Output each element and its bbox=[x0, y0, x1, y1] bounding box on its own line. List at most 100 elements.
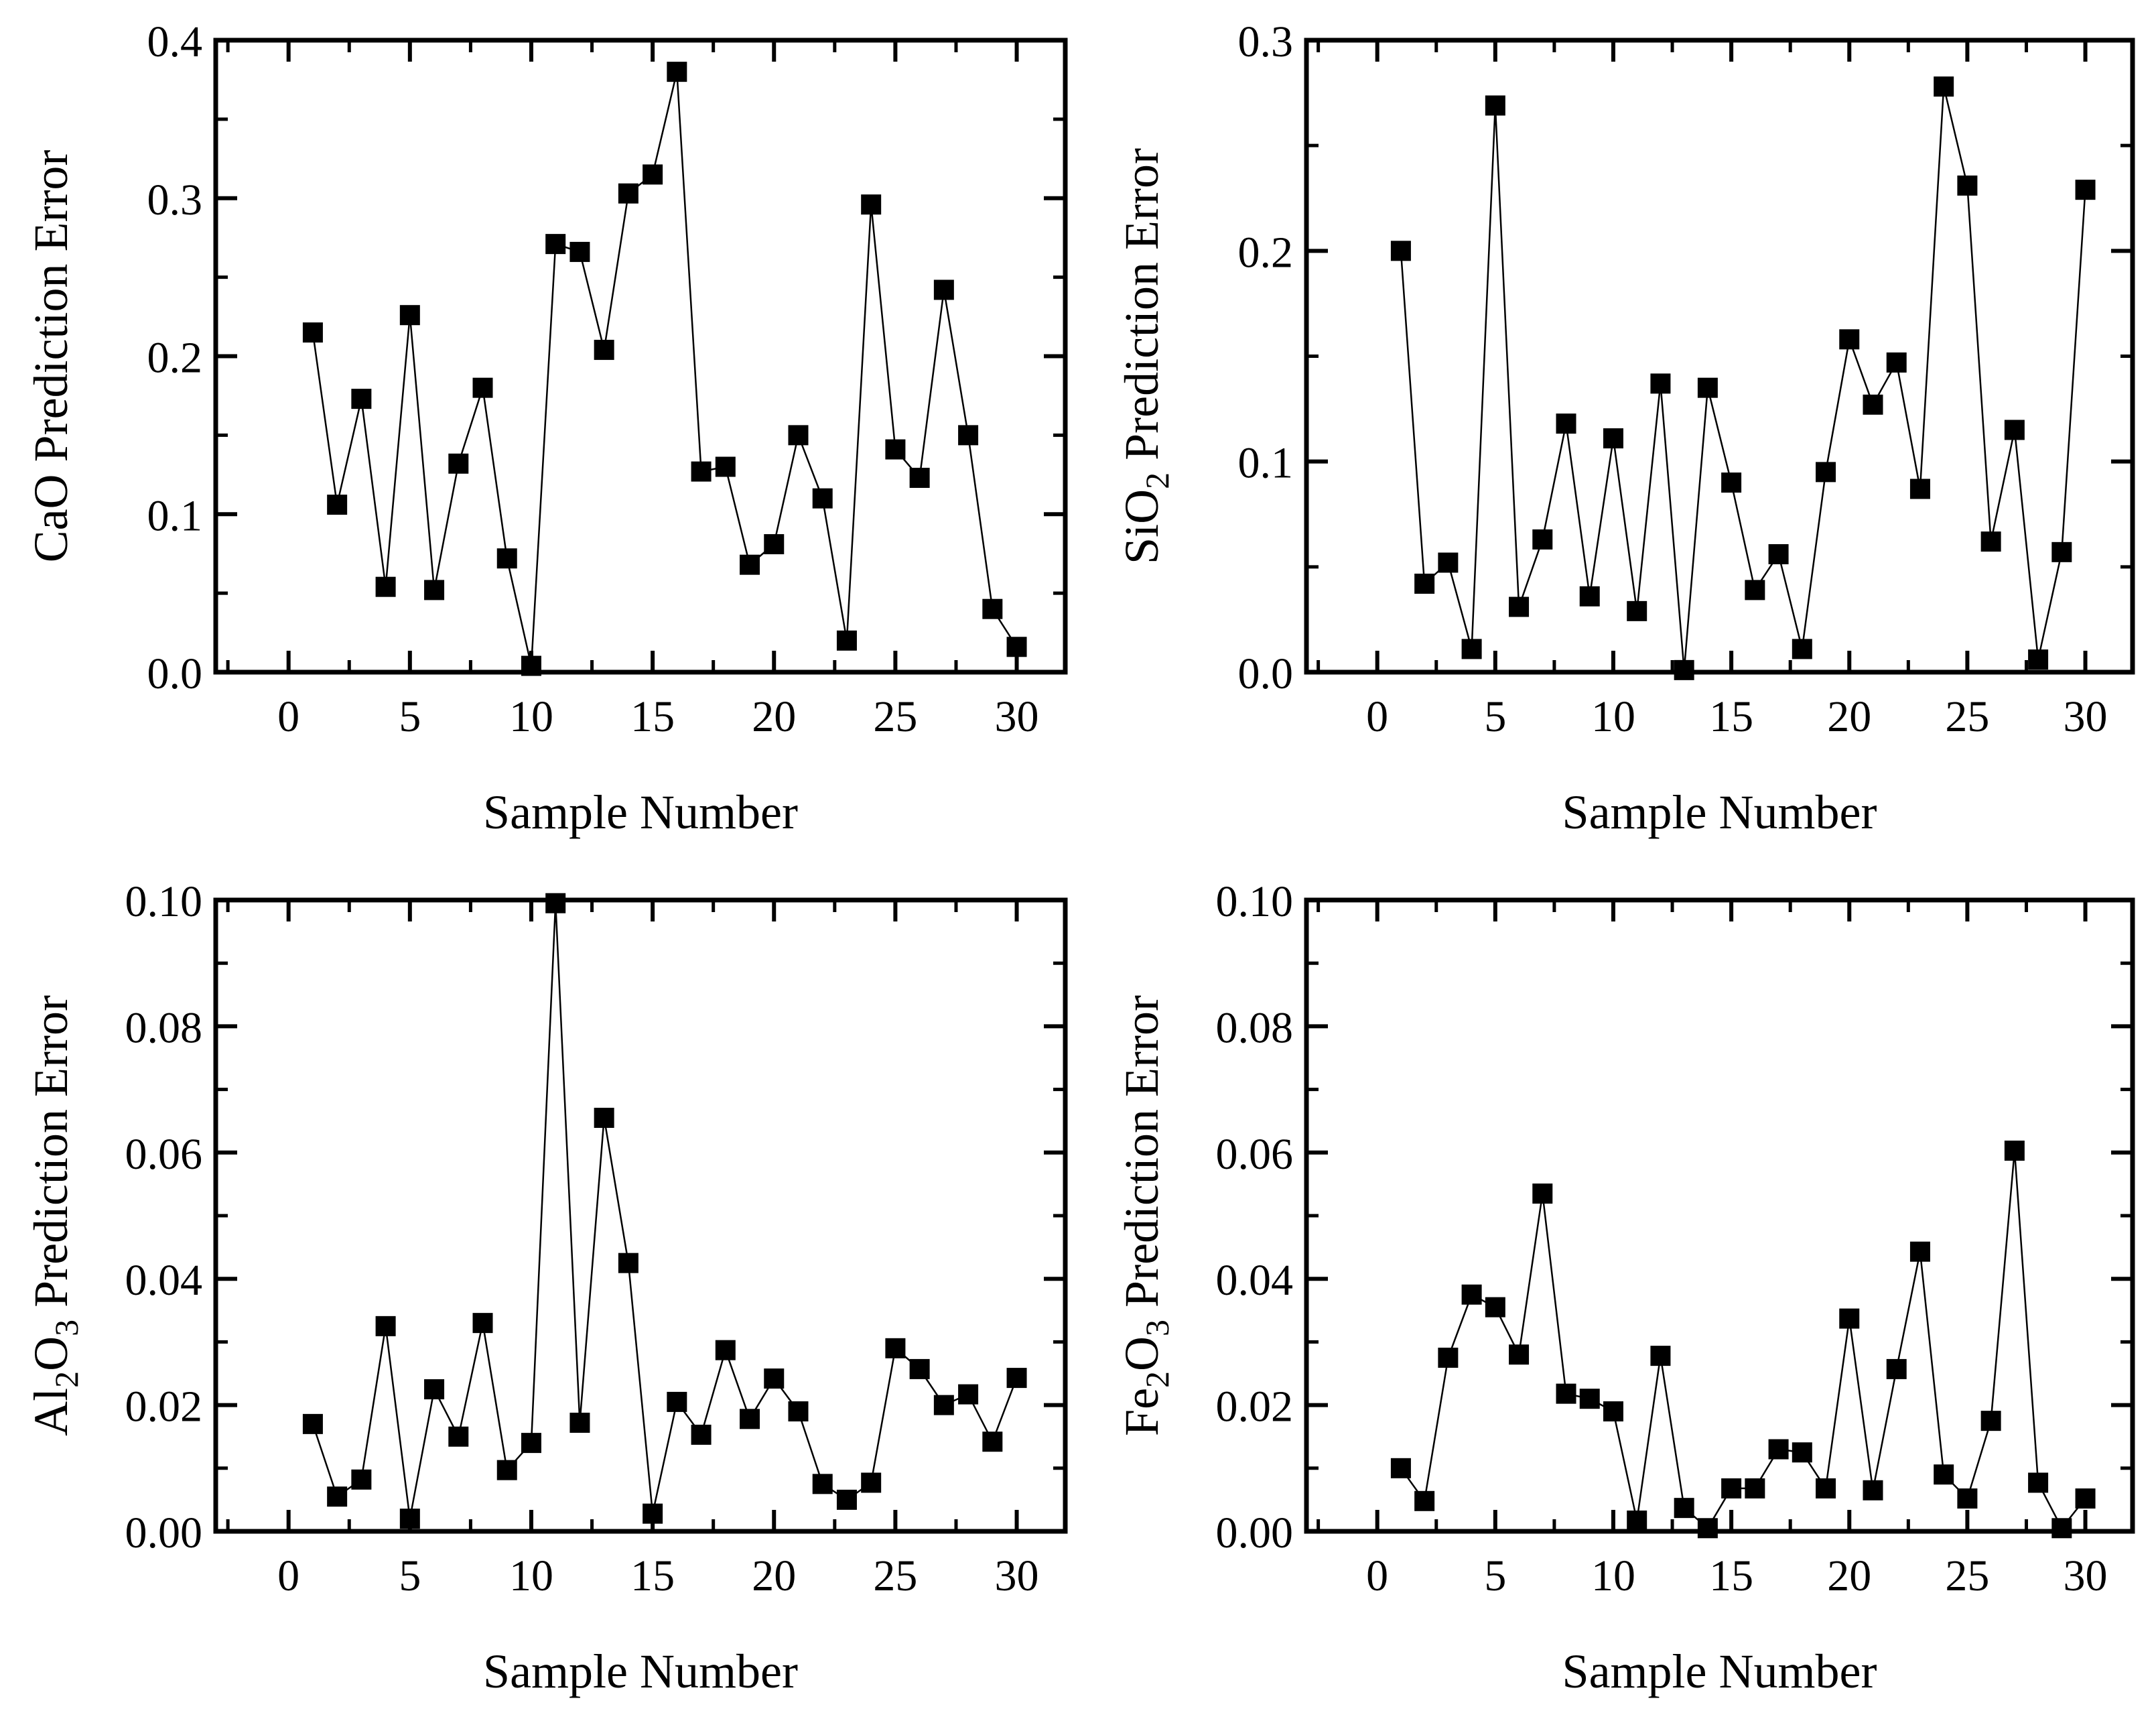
fe2o3-data-point bbox=[2051, 1518, 2072, 1539]
sio2-data-point bbox=[1886, 352, 1907, 373]
al2o3-data-point bbox=[351, 1469, 372, 1490]
fe2o3-data-point bbox=[2028, 1472, 2049, 1493]
fe2o3-x-tick-label: 25 bbox=[1945, 1551, 1989, 1600]
al2o3-data-point bbox=[788, 1401, 809, 1422]
al2o3-y-tick-label: 0.06 bbox=[125, 1130, 203, 1179]
cao-y-tick-label: 0.0 bbox=[147, 649, 203, 698]
cao-data-point bbox=[375, 576, 396, 597]
sio2-data-point bbox=[1792, 639, 1812, 659]
fe2o3-data-point bbox=[1674, 1498, 1694, 1519]
cao-y-axis-title: CaO Prediction Error bbox=[24, 150, 78, 563]
fe2o3-x-tick-label: 0 bbox=[1366, 1551, 1388, 1600]
sio2-data-point bbox=[1674, 659, 1694, 680]
al2o3-data-point bbox=[958, 1384, 979, 1405]
cao-y-tick-label: 0.4 bbox=[147, 17, 203, 66]
cao-chart: 0 5 10 15 20 25 30 0.0 0.1 0.2 0.3 0.4 Sample Number… bbox=[24, 17, 1068, 839]
fe2o3-x-tick-label: 20 bbox=[1827, 1551, 1871, 1600]
fe2o3-x-tick-label: 5 bbox=[1484, 1551, 1506, 1600]
fe2o3-data-point bbox=[1980, 1411, 2001, 1431]
sio2-x-tick-label: 10 bbox=[1591, 692, 1635, 741]
cao-data-point bbox=[885, 439, 906, 460]
sio2-data-point bbox=[2028, 649, 2049, 670]
fe2o3-data-point bbox=[2075, 1488, 2096, 1509]
sio2-data-point bbox=[1556, 413, 1576, 434]
fe2o3-data-point bbox=[1603, 1401, 1623, 1422]
cao-series-line bbox=[312, 71, 1018, 666]
cao-data-point bbox=[788, 425, 809, 446]
cao-data-point bbox=[594, 340, 614, 361]
fe2o3-data-point bbox=[1556, 1383, 1576, 1404]
cao-data-point bbox=[909, 468, 930, 489]
sio2-data-point bbox=[1461, 639, 1482, 659]
fe2o3-x-tick-label: 30 bbox=[2064, 1551, 2108, 1600]
sio2-data-point bbox=[1816, 462, 1836, 483]
cao-data-point bbox=[812, 488, 833, 509]
cao-x-tick-label: 30 bbox=[995, 692, 1039, 741]
al2o3-y-tick-label: 0.04 bbox=[125, 1256, 203, 1305]
sio2-chart: 0 5 10 15 20 25 30 0.0 0.1 0.2 0.3 Sample Number SiO… bbox=[1115, 17, 2135, 839]
sio2-series-line bbox=[1400, 86, 2086, 671]
sio2-data-point bbox=[2075, 180, 2096, 200]
sio2-data-point bbox=[1745, 580, 1765, 600]
al2o3-x-axis-title: Sample Number bbox=[483, 1645, 798, 1698]
sio2-data-point bbox=[1532, 529, 1553, 550]
sio2-data-point bbox=[1839, 329, 1860, 350]
sio2-data-point bbox=[1721, 472, 1742, 493]
cao-data-point bbox=[424, 580, 445, 600]
fe2o3-x-tick-label: 10 bbox=[1591, 1551, 1635, 1600]
fe2o3-data-point bbox=[1579, 1389, 1600, 1409]
cao-data-point bbox=[643, 164, 663, 185]
cao-data-point bbox=[496, 548, 517, 569]
cao-data-point bbox=[472, 377, 493, 398]
al2o3-data-point bbox=[667, 1391, 687, 1412]
al2o3-data-point bbox=[933, 1395, 954, 1415]
cao-x-tick-label: 25 bbox=[873, 692, 917, 741]
fe2o3-y-tick-label: 0.04 bbox=[1216, 1256, 1294, 1305]
al2o3-x-tick-label: 30 bbox=[995, 1551, 1039, 1600]
al2o3-data-point bbox=[545, 893, 566, 913]
al2o3-data-point bbox=[569, 1412, 590, 1433]
cao-y-tick-label: 0.3 bbox=[147, 176, 203, 225]
al2o3-data-point bbox=[764, 1368, 785, 1389]
fe2o3-data-point bbox=[1768, 1439, 1789, 1460]
fe2o3-data-point bbox=[1957, 1488, 1978, 1509]
al2o3-data-point bbox=[1006, 1368, 1027, 1389]
sio2-y-axis-title: SiO2 Prediction Error bbox=[1115, 148, 1176, 564]
sio2-x-tick-label: 0 bbox=[1366, 692, 1388, 741]
al2o3-plot-frame bbox=[213, 897, 1068, 1534]
sio2-data-point bbox=[1438, 552, 1459, 573]
sio2-x-tick-label: 5 bbox=[1484, 692, 1506, 741]
cao-data-point bbox=[618, 183, 638, 204]
al2o3-data-point bbox=[740, 1409, 760, 1429]
cao-x-tick-label: 15 bbox=[630, 692, 675, 741]
fe2o3-data-point bbox=[1509, 1344, 1530, 1365]
sio2-data-point bbox=[1390, 241, 1411, 261]
cao-data-point bbox=[740, 554, 760, 575]
cao-data-point bbox=[327, 495, 348, 515]
cao-data-point bbox=[933, 279, 954, 300]
fe2o3-y-tick-label: 0.00 bbox=[1216, 1509, 1294, 1557]
cao-data-point bbox=[302, 322, 323, 343]
al2o3-y-axis-title: Al2O3 Prediction Error bbox=[24, 995, 85, 1436]
fe2o3-data-point bbox=[1697, 1518, 1718, 1539]
sio2-data-point bbox=[1768, 544, 1789, 564]
sio2-y-tick-label: 0.1 bbox=[1238, 439, 1294, 488]
fe2o3-chart: 0 5 10 15 20 25 30 0.00 0.02 0.04 0.06 0.08 0.10 Samp… bbox=[1115, 877, 2135, 1698]
sio2-data-point bbox=[1697, 377, 1718, 398]
cao-y-tick-label: 0.2 bbox=[147, 334, 203, 383]
cao-x-axis-title: Sample Number bbox=[483, 785, 798, 839]
cao-data-point bbox=[958, 425, 979, 446]
cao-data-point bbox=[861, 194, 882, 215]
fe2o3-data-point bbox=[1721, 1478, 1742, 1498]
sio2-x-axis-title: Sample Number bbox=[1562, 785, 1877, 839]
al2o3-data-point bbox=[618, 1253, 638, 1273]
cao-data-point bbox=[569, 241, 590, 262]
cao-data-point bbox=[1006, 637, 1027, 657]
fe2o3-data-point bbox=[1909, 1241, 1930, 1262]
al2o3-data-point bbox=[521, 1433, 541, 1454]
fe2o3-y-tick-label: 0.02 bbox=[1216, 1383, 1294, 1431]
sio2-data-point bbox=[1579, 586, 1600, 606]
sio2-x-tick-label: 15 bbox=[1709, 692, 1753, 741]
fe2o3-x-axis-title: Sample Number bbox=[1562, 1645, 1877, 1698]
